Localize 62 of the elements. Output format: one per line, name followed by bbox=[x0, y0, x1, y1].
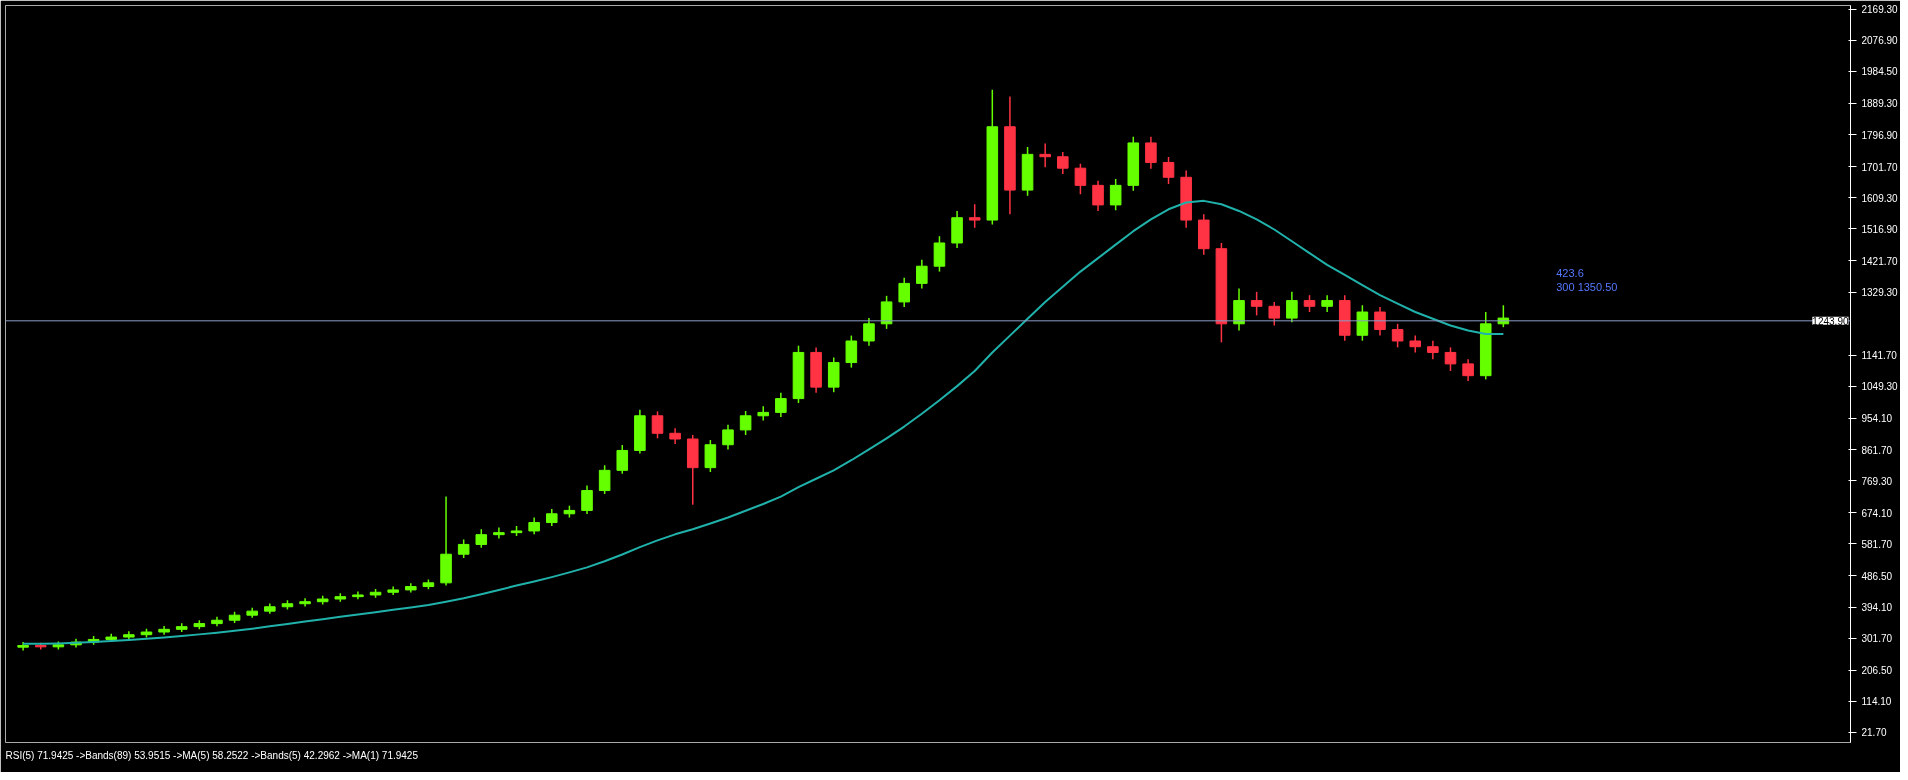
candlestick bbox=[863, 317, 875, 347]
candlestick bbox=[1444, 346, 1457, 372]
y-tick-label: 1049.30 bbox=[1861, 381, 1899, 393]
text: RSI(5) 71.9425 ->Bands(89) 53.9515 ->MA(5) 58.2522 ->Bands(5) 42.2962 ->MA(1) 71.9425 bbox=[5, 749, 419, 761]
y-tick-label: 1329.30 bbox=[1861, 287, 1899, 299]
candlestick bbox=[1109, 178, 1122, 212]
candlestick bbox=[598, 464, 611, 495]
candlestick bbox=[1374, 306, 1386, 337]
y-tick-label: 1609.30 bbox=[1861, 192, 1899, 204]
candlestick bbox=[1233, 287, 1245, 332]
ref-line-label: 1243.90 bbox=[1812, 315, 1849, 327]
y-tick-label: 21.70 bbox=[1861, 727, 1887, 739]
candlestick bbox=[775, 392, 787, 418]
y-tick-label: 1984.50 bbox=[1861, 66, 1899, 78]
candlestick bbox=[1250, 291, 1263, 317]
candlestick bbox=[1268, 301, 1281, 327]
candlestick bbox=[1286, 291, 1298, 323]
candlestick bbox=[722, 424, 734, 451]
candlestick bbox=[933, 235, 946, 273]
candlestick bbox=[968, 203, 981, 229]
candlestick bbox=[916, 259, 928, 290]
text: 423.6 bbox=[1556, 266, 1584, 279]
candlestick bbox=[1145, 136, 1157, 170]
candlestick bbox=[1356, 304, 1369, 342]
y-tick-label: 674.10 bbox=[1861, 507, 1893, 519]
candlestick bbox=[581, 484, 593, 515]
candlestick bbox=[457, 538, 470, 559]
y-tick-label: 394.10 bbox=[1861, 602, 1893, 614]
candlestick bbox=[651, 410, 664, 440]
candlestick bbox=[1162, 156, 1175, 185]
candlestick bbox=[898, 276, 910, 308]
candlestick bbox=[616, 444, 629, 475]
y-tick-label: 1516.90 bbox=[1861, 223, 1899, 235]
candlestick bbox=[739, 410, 752, 436]
y-tick-label: 301.70 bbox=[1861, 633, 1893, 645]
y-tick-label: 2076.90 bbox=[1861, 35, 1899, 47]
y-tick-label: 486.50 bbox=[1861, 570, 1893, 582]
candlestick bbox=[1427, 339, 1439, 360]
candlestick bbox=[845, 334, 858, 369]
text: 300 1350.50 bbox=[1556, 280, 1618, 293]
candlestick bbox=[1074, 163, 1087, 195]
y-tick-label: 954.10 bbox=[1861, 413, 1893, 425]
candlestick bbox=[1092, 179, 1104, 212]
candlestick bbox=[757, 405, 770, 422]
y-tick-label: 114.10 bbox=[1861, 696, 1892, 708]
y-tick-label: 769.30 bbox=[1861, 475, 1893, 487]
y-tick-label: 1796.90 bbox=[1861, 129, 1899, 141]
candlestick bbox=[1057, 151, 1069, 175]
candlestick bbox=[704, 439, 717, 473]
y-tick-label: 1701.70 bbox=[1861, 161, 1899, 173]
y-tick-label: 2169.30 bbox=[1861, 4, 1899, 16]
y-tick-label: 1889.30 bbox=[1861, 98, 1899, 110]
candlestick bbox=[475, 528, 488, 549]
y-tick-label: 206.50 bbox=[1861, 665, 1893, 677]
y-tick-label: 861.70 bbox=[1861, 444, 1893, 456]
y-tick-label: 1421.70 bbox=[1861, 255, 1899, 267]
candlestick bbox=[1039, 142, 1051, 168]
candlestick bbox=[1391, 323, 1404, 349]
y-tick-label: 1141.70 bbox=[1861, 350, 1898, 362]
candlestick bbox=[880, 295, 893, 330]
y-tick-label: 581.70 bbox=[1861, 538, 1893, 550]
candlestick bbox=[1462, 358, 1474, 382]
